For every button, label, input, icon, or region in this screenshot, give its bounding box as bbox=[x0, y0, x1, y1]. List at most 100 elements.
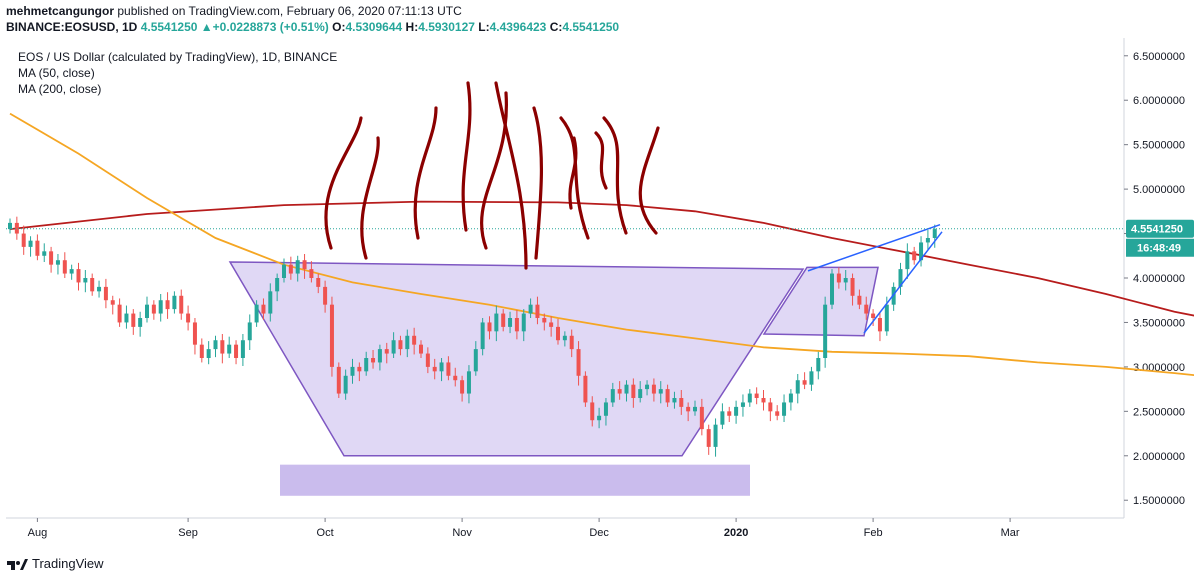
legend-ma200[interactable]: MA (200, close) bbox=[18, 82, 102, 96]
candle-body bbox=[460, 380, 465, 394]
candle-body bbox=[549, 322, 554, 327]
candle-body bbox=[480, 322, 485, 350]
candle-body bbox=[42, 251, 47, 256]
candle-body bbox=[234, 344, 239, 358]
candle-body bbox=[35, 240, 40, 256]
high-value: 4.5930127 bbox=[418, 20, 475, 34]
price-chart[interactable]: 6.50000006.00000005.50000005.00000004.50… bbox=[6, 38, 1200, 564]
hand-drawn-squiggle bbox=[594, 131, 608, 190]
candle-body bbox=[713, 424, 718, 447]
x-axis-label: Feb bbox=[864, 527, 883, 539]
candle-body bbox=[535, 304, 540, 318]
hand-drawn-squiggle bbox=[568, 136, 578, 210]
candle-body bbox=[453, 375, 458, 381]
candle-body bbox=[836, 273, 841, 283]
up-arrow-icon: ▲ bbox=[200, 20, 213, 34]
hand-drawn-squiggle bbox=[324, 116, 363, 250]
candle-body bbox=[76, 269, 81, 283]
candle-body bbox=[316, 278, 321, 287]
cup-pattern-shape bbox=[228, 261, 805, 457]
candle-body bbox=[631, 384, 636, 398]
low-label: L: bbox=[478, 20, 490, 34]
candle-body bbox=[49, 251, 54, 265]
hand-drawn-squiggle bbox=[602, 116, 628, 235]
candle-body bbox=[919, 242, 924, 261]
candle-body bbox=[213, 340, 218, 350]
x-axis-label: 2020 bbox=[724, 527, 748, 539]
high-label: H: bbox=[405, 20, 419, 34]
candle-body bbox=[672, 398, 677, 403]
candle-body bbox=[884, 304, 889, 332]
candle-body bbox=[638, 389, 643, 398]
candle-body bbox=[432, 366, 437, 372]
candle-body bbox=[679, 398, 684, 407]
support-zone bbox=[280, 464, 750, 496]
hand-drawn-squiggle bbox=[480, 91, 508, 250]
candle-body bbox=[740, 402, 745, 407]
hand-drawn-squiggle bbox=[461, 81, 472, 232]
candle-body bbox=[336, 366, 341, 394]
candle-body bbox=[617, 389, 622, 394]
candle-body bbox=[357, 366, 362, 372]
candle-body bbox=[583, 375, 588, 403]
candle-body bbox=[473, 349, 478, 372]
candle-body bbox=[932, 229, 937, 238]
candle-body bbox=[254, 304, 259, 323]
footer-brand[interactable]: TradingView bbox=[6, 556, 104, 571]
candle-body bbox=[603, 402, 608, 416]
hand-drawn-squiggle bbox=[360, 136, 380, 260]
candle-body bbox=[83, 278, 88, 283]
candle-body bbox=[295, 260, 300, 274]
candle-body bbox=[172, 295, 177, 310]
y-axis-label: 4.0000000 bbox=[1133, 273, 1185, 285]
candle-body bbox=[425, 353, 430, 367]
candle-body bbox=[562, 335, 567, 341]
countdown-label: 16:48:49 bbox=[1137, 243, 1181, 255]
y-axis-label: 6.5000000 bbox=[1133, 51, 1185, 63]
candle-body bbox=[761, 398, 766, 403]
wedge-upper-line bbox=[807, 223, 941, 272]
candle-body bbox=[651, 384, 656, 394]
candle-body bbox=[412, 335, 417, 345]
candle-body bbox=[898, 269, 903, 287]
candle-body bbox=[192, 322, 197, 345]
candle-body bbox=[227, 344, 232, 354]
candle-body bbox=[590, 402, 595, 421]
candle-body bbox=[905, 251, 910, 270]
candle-body bbox=[419, 344, 423, 354]
candle-body bbox=[103, 286, 108, 301]
candle-body bbox=[610, 389, 615, 403]
candle-body bbox=[220, 340, 225, 354]
candle-body bbox=[405, 335, 410, 350]
candle-body bbox=[439, 362, 444, 372]
candle-body bbox=[809, 371, 814, 385]
candle-body bbox=[268, 291, 273, 314]
candle-body bbox=[556, 326, 560, 341]
candle-body bbox=[747, 393, 752, 403]
legend-ma50[interactable]: MA (50, close) bbox=[18, 66, 95, 80]
candle-body bbox=[158, 300, 163, 314]
tradingview-logo-icon bbox=[7, 558, 28, 570]
candle-body bbox=[145, 304, 149, 318]
wedge-lower-line bbox=[863, 231, 943, 334]
candle-body bbox=[782, 402, 787, 416]
ohlc-line: BINANCE:EOSUSD, 1D 4.5541250 ▲+0.0228873… bbox=[6, 20, 619, 34]
candle-body bbox=[597, 415, 602, 421]
close-label: C: bbox=[549, 20, 563, 34]
publish-text: published on TradingView.com, February 0… bbox=[114, 4, 462, 18]
candle-body bbox=[487, 322, 492, 332]
candle-body bbox=[734, 406, 739, 416]
legend-title: EOS / US Dollar (calculated by TradingVi… bbox=[18, 50, 338, 64]
x-axis-label: Sep bbox=[178, 527, 198, 539]
chart-area[interactable]: 6.50000006.00000005.50000005.00000004.50… bbox=[6, 38, 1200, 564]
candle-body bbox=[131, 313, 136, 327]
candle-body bbox=[323, 286, 328, 305]
candle-body bbox=[199, 344, 204, 358]
ma200-line bbox=[9, 200, 1200, 318]
candle-body bbox=[138, 318, 143, 327]
author-name[interactable]: mehmetcangungor bbox=[6, 4, 115, 18]
hand-drawn-squiggle bbox=[532, 106, 544, 260]
candle-body bbox=[14, 222, 19, 234]
candle-body bbox=[69, 269, 74, 274]
x-axis-label: Mar bbox=[1001, 527, 1020, 539]
